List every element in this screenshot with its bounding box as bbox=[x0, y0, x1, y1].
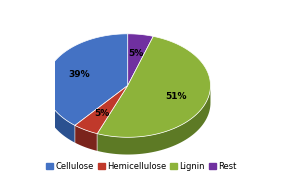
Polygon shape bbox=[97, 86, 211, 155]
Polygon shape bbox=[75, 86, 128, 134]
Legend: Cellulose, Hemicellulose, Lignin, Rest: Cellulose, Hemicellulose, Lignin, Rest bbox=[43, 159, 240, 174]
Polygon shape bbox=[97, 36, 211, 137]
Polygon shape bbox=[45, 86, 75, 143]
Text: 39%: 39% bbox=[68, 70, 90, 79]
Text: 5%: 5% bbox=[94, 109, 109, 118]
Text: 5%: 5% bbox=[128, 49, 143, 58]
Text: 51%: 51% bbox=[165, 92, 187, 101]
Polygon shape bbox=[75, 125, 97, 151]
Polygon shape bbox=[45, 34, 128, 125]
Polygon shape bbox=[128, 34, 153, 86]
